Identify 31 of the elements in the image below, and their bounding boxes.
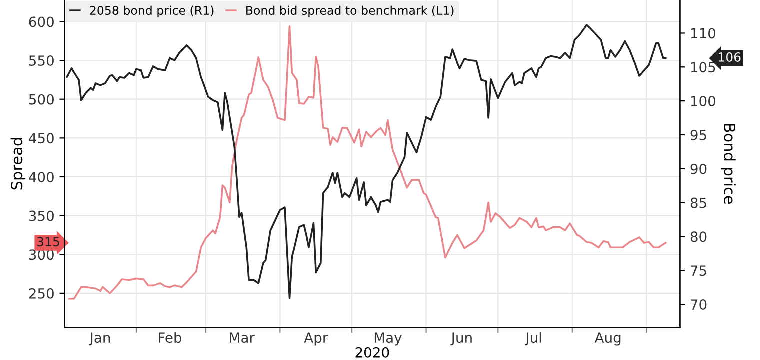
y2-tick-label: 95 xyxy=(690,130,706,140)
x-tick-label: Apr xyxy=(304,332,328,346)
y-tick-label: 600 xyxy=(29,16,54,28)
y-tick-label: 250 xyxy=(29,288,54,299)
x-tick-label: Feb xyxy=(159,332,182,344)
y2-tick-label: 100 xyxy=(691,96,716,107)
x-tick-label: Jun xyxy=(450,332,472,346)
text: 315 xyxy=(38,237,60,247)
y-tick-label: 500 xyxy=(29,94,54,105)
x-tick-label: Jul xyxy=(524,332,542,346)
x-tick-label: Mar xyxy=(230,332,255,344)
y2-tick-label: 90 xyxy=(690,164,707,174)
y-tick-label: 400 xyxy=(29,172,54,182)
y2-tick-label: 110 xyxy=(691,28,716,39)
y2-tick-label: 75 xyxy=(691,266,706,276)
y2-tick-label: 105 xyxy=(691,62,716,73)
text: 106 xyxy=(719,52,741,62)
y2-tick-label: 70 xyxy=(691,300,707,310)
y-axis-title: Spread xyxy=(10,138,26,190)
legend-label: Bond bid spread to benchmark (L1) xyxy=(246,6,454,18)
y-tick-label: 550 xyxy=(29,56,54,66)
y-tick-label: 450 xyxy=(29,133,54,144)
legend-label: 2058 bond price (R1) xyxy=(90,6,214,18)
y2-axis-title: Bond price xyxy=(721,124,736,204)
y2-tick-label: 85 xyxy=(690,198,706,208)
x-tick-label: May xyxy=(374,332,402,346)
y-tick-label: 350 xyxy=(29,210,54,222)
x-tick-label: Aug xyxy=(594,332,621,346)
y2-tick-label: 80 xyxy=(690,232,707,242)
x-axis-title: 2020 xyxy=(356,347,390,358)
x-tick-label: Jan xyxy=(89,332,110,346)
